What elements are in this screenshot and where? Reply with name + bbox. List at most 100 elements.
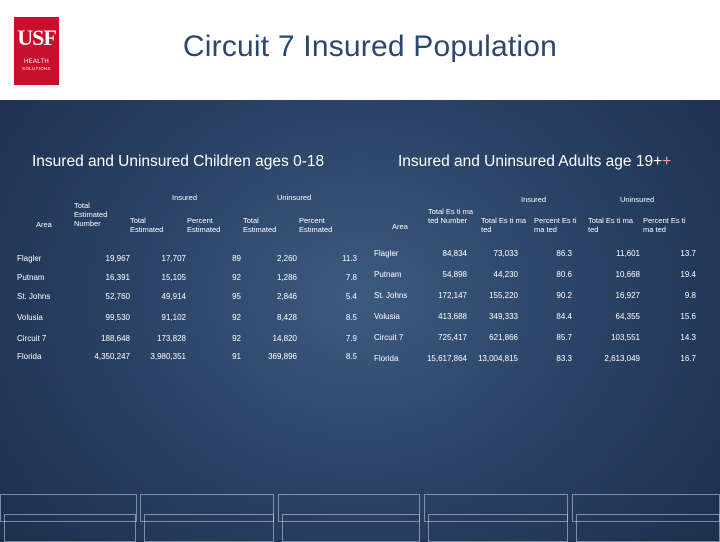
adults-cell-insured-percent: 85.7 [556, 333, 572, 342]
adults-header-insured: Insured [521, 195, 547, 204]
adults-cell-uninsured-percent: 16.7 [680, 354, 696, 363]
adults-cell-insured-percent: 83.3 [556, 354, 572, 363]
children-cell-uninsured-total: 2,846 [276, 292, 297, 301]
adults-row-area: Florida [374, 354, 399, 363]
children-cell-insured-total: 17,707 [161, 254, 186, 263]
adults-cell-total: 84,834 [442, 249, 467, 258]
adults-section-title-suffix: + [662, 153, 672, 170]
children-section-title: Insured and Uninsured Children ages 0-18 [32, 153, 325, 170]
children-row-area: Circuit 7 [17, 334, 47, 343]
adults-header-insured-total: Total Es ti ma ted [481, 216, 527, 234]
adults-cell-uninsured-total: 16,927 [615, 291, 640, 300]
adults-cell-uninsured-total: 2,613,049 [604, 354, 640, 363]
adults-header-area: Area [392, 222, 408, 231]
children-cell-uninsured-percent: 8.5 [345, 352, 357, 361]
adults-cell-uninsured-percent: 15.6 [680, 312, 696, 321]
children-cell-insured-total: 91,102 [161, 313, 186, 322]
adults-row-area: St. Johns [374, 291, 408, 300]
adults-cell-insured-percent: 86.3 [556, 249, 572, 258]
children-cell-total: 19,967 [105, 254, 130, 263]
children-row-area: Florida [17, 352, 42, 361]
children-cell-total: 52,760 [105, 292, 130, 301]
children-cell-total: 4,350,247 [94, 352, 130, 361]
children-cell-uninsured-total: 14,820 [272, 334, 297, 343]
header-band [0, 0, 720, 100]
children-cell-insured-total: 15,105 [161, 273, 186, 282]
children-cell-insured-percent: 91 [232, 352, 241, 361]
adults-cell-insured-total: 155,220 [489, 291, 518, 300]
children-header-uninsured: Uninsured [277, 193, 312, 202]
adults-cell-total: 172,147 [438, 291, 467, 300]
children-cell-insured-percent: 92 [232, 334, 241, 343]
children-cell-uninsured-percent: 8.5 [345, 313, 357, 322]
adults-header-uninsured: Uninsured [620, 195, 655, 204]
children-row-area: Putnam [17, 273, 45, 282]
adults-header-uninsured-total: Total Es ti ma ted [588, 216, 634, 234]
adults-row-area: Circuit 7 [374, 333, 404, 342]
children-cell-insured-total: 49,914 [161, 292, 186, 301]
children-cell-uninsured-percent: 5.4 [345, 292, 357, 301]
children-cell-insured-percent: 95 [232, 292, 241, 301]
children-cell-total: 188,648 [101, 334, 130, 343]
children-row-area: St. Johns [17, 292, 51, 301]
children-header-uninsured-total: Total Estimated [243, 216, 277, 234]
footer-stripe [278, 494, 420, 522]
children-row-area: Flagler [17, 254, 42, 263]
logo-mark: USF [17, 25, 57, 50]
footer-stripe [424, 494, 568, 522]
adults-row-area: Putnam [374, 270, 402, 279]
children-header-total-estimated-number: Total Estimated Number [74, 201, 108, 228]
adults-header-total-estimated-number: Total Es ti ma ted Number [428, 207, 474, 225]
adults-cell-uninsured-total: 103,551 [611, 333, 640, 342]
adults-cell-insured-total: 621,866 [489, 333, 518, 342]
adults-cell-insured-percent: 84.4 [556, 312, 572, 321]
children-header-area: Area [36, 220, 52, 229]
footer-decoration [0, 494, 720, 542]
children-header-insured: Insured [172, 193, 198, 202]
children-row-area: Volusia [17, 313, 43, 322]
children-cell-insured-total: 3,980,351 [150, 352, 186, 361]
adults-cell-total: 725,417 [438, 333, 467, 342]
children-header-uninsured-percent: Percent Estimated [299, 216, 333, 234]
children-cell-uninsured-percent: 7.9 [345, 334, 357, 343]
footer-stripe [428, 514, 568, 542]
adults-cell-uninsured-percent: 14.3 [680, 333, 696, 342]
adults-cell-total: 413,688 [438, 312, 467, 321]
footer-stripe [144, 514, 274, 542]
adults-cell-insured-total: 349,333 [489, 312, 518, 321]
adults-cell-uninsured-percent: 19.4 [680, 270, 696, 279]
adults-cell-insured-total: 13,004,815 [477, 354, 518, 363]
adults-cell-insured-total: 73,033 [493, 249, 518, 258]
logo-line2: SOLUTIONS [22, 66, 51, 71]
logo-line1: HEALTH [23, 59, 50, 65]
footer-stripe [4, 514, 136, 542]
adults-cell-insured-total: 44,230 [493, 270, 518, 279]
adults-header-uninsured-percent: Percent Es ti ma ted [643, 216, 686, 234]
children-cell-uninsured-total: 369,896 [268, 352, 297, 361]
adults-row-area: Volusia [374, 312, 400, 321]
adults-row-area: Flagler [374, 249, 399, 258]
adults-cell-uninsured-total: 64,355 [615, 312, 640, 321]
adults-header-insured-percent: Percent Es ti ma ted [534, 216, 577, 234]
children-header-insured-total: Total Estimated [130, 216, 164, 234]
children-cell-insured-total: 173,828 [157, 334, 186, 343]
children-cell-total: 99,530 [105, 313, 130, 322]
children-cell-uninsured-percent: 7.8 [345, 273, 357, 282]
adults-section-title: Insured and Uninsured Adults age 19++ [398, 153, 671, 171]
children-cell-insured-percent: 92 [232, 273, 241, 282]
usf-health-logo: USF HEALTH SOLUTIONS [14, 17, 59, 85]
children-cell-uninsured-total: 1,286 [276, 273, 297, 282]
children-header-insured-percent: Percent Estimated [187, 216, 221, 234]
children-cell-uninsured-total: 2,260 [276, 254, 297, 263]
slide-title: Circuit 7 Insured Population [182, 30, 558, 63]
adults-section-title-text: Insured and Uninsured Adults age 19+ [398, 153, 663, 170]
children-cell-insured-percent: 92 [232, 313, 241, 322]
adults-cell-uninsured-total: 11,601 [616, 249, 640, 258]
children-cell-uninsured-percent: 11.3 [342, 254, 357, 263]
children-cell-insured-percent: 89 [232, 254, 241, 263]
footer-stripe [576, 514, 720, 542]
adults-cell-uninsured-total: 10,668 [615, 270, 640, 279]
adults-cell-uninsured-percent: 13.7 [680, 249, 696, 258]
footer-stripe [140, 494, 274, 522]
adults-cell-insured-percent: 90.2 [556, 291, 572, 300]
